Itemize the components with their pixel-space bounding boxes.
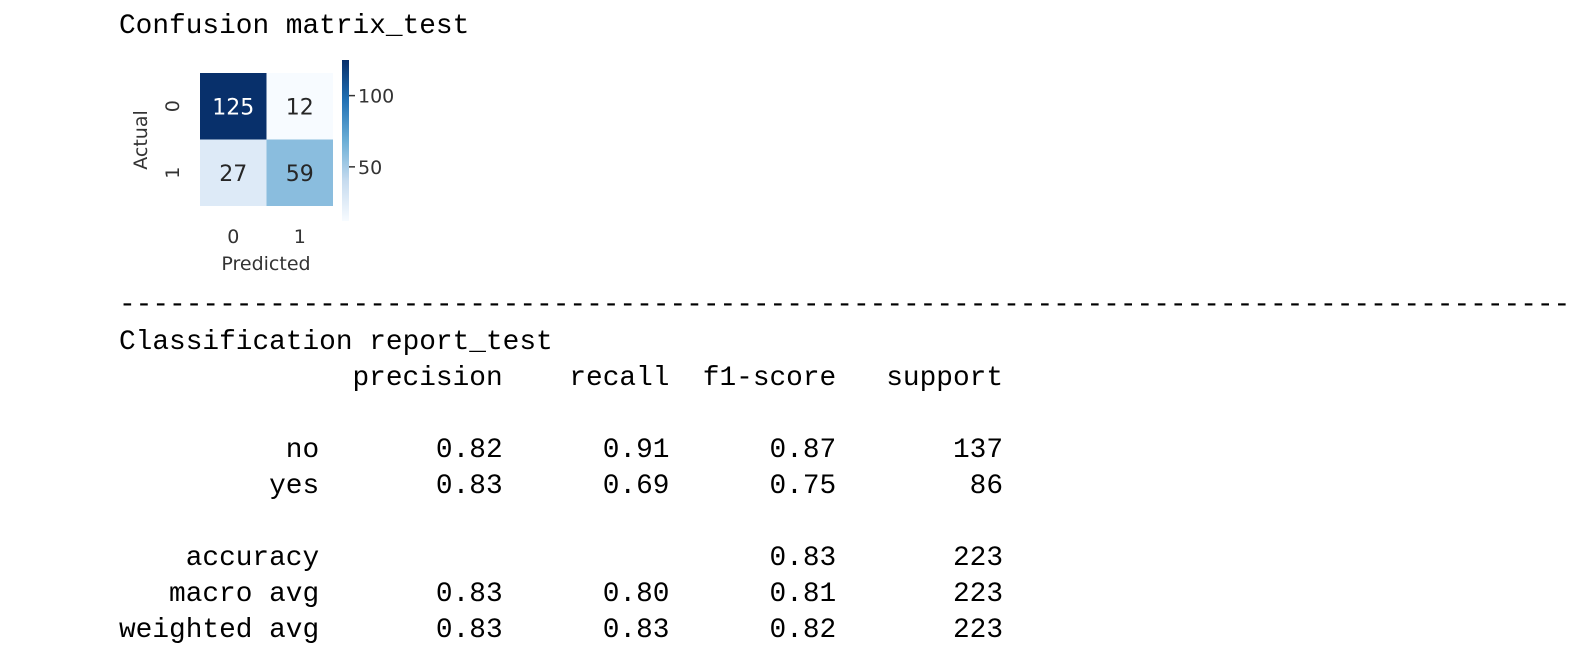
report-cell: 137: [952, 435, 1004, 466]
separator-line: ----------------------------------------…: [119, 290, 1571, 321]
colorbar-tick-label: 50: [358, 157, 382, 179]
report-cell: 0.83: [435, 579, 503, 610]
report-row: no 0.82 0.91 0.87 137: [119, 433, 1003, 469]
x-axis-label: Predicted: [221, 253, 310, 275]
heatmap-annotation: 59: [286, 162, 314, 187]
report-cell: 0.83: [435, 471, 503, 502]
colorbar: [342, 60, 349, 221]
y-tick-label: 1: [162, 167, 184, 179]
report-cell: 0.82: [435, 435, 503, 466]
report-header-support: support: [886, 363, 1004, 394]
report-cell: 223: [952, 543, 1004, 574]
report-header-f1: f1-score: [702, 363, 837, 394]
report-cell: 86: [969, 471, 1004, 502]
report-cell: 0.83: [435, 615, 503, 646]
report-cell: 0.75: [769, 471, 837, 502]
heatmap-cell: [266, 139, 333, 206]
report-cell: 0.87: [769, 435, 837, 466]
heatmap-cell: [200, 73, 267, 140]
report-cell: 0.83: [769, 543, 837, 574]
report-cell: 0.83: [602, 615, 670, 646]
confusion-matrix-heatmap: 125 12 27 59 100 50 0 1 0 1 Predicted Actual: [130, 60, 394, 275]
confusion-matrix-title: Confusion matrix_test: [119, 11, 470, 42]
report-row: macro avg 0.83 0.80 0.81 223: [119, 577, 1003, 613]
classification-report: precision recall f1-score support no 0.82…: [119, 361, 1003, 649]
heatmap-annotation: 12: [286, 95, 314, 120]
y-tick-label: 0: [162, 100, 184, 112]
report-cell: 0.80: [602, 579, 670, 610]
heatmap-annotation: 27: [219, 162, 247, 187]
report-row-label: macro avg: [169, 579, 320, 610]
report-row: weighted avg 0.83 0.83 0.82 223: [119, 613, 1003, 649]
report-cell: 223: [952, 615, 1004, 646]
report-row: accuracy 0.83 223: [119, 541, 1003, 577]
report-cell: 0.81: [769, 579, 837, 610]
report-cell: [319, 541, 502, 577]
report-cell: [503, 541, 670, 577]
report-header-cell: [119, 361, 319, 397]
report-cell: 0.82: [769, 615, 837, 646]
heatmap-cell: [200, 139, 267, 206]
report-row-label: weighted avg: [119, 615, 320, 646]
colorbar-tick-label: 100: [358, 86, 394, 108]
report-header-row: precision recall f1-score support: [119, 361, 1004, 397]
report-header-precision: precision: [352, 363, 503, 394]
heatmap-cell: [266, 73, 333, 140]
report-header-recall: recall: [569, 363, 670, 394]
report-row-label: yes: [269, 471, 320, 502]
report-row-label: no: [285, 435, 320, 466]
x-tick-label: 0: [227, 226, 239, 248]
classification-report-title: Classification report_test: [119, 327, 553, 358]
report-cell: 223: [952, 579, 1004, 610]
x-tick-label: 1: [294, 226, 306, 248]
report-cell: 0.69: [602, 471, 670, 502]
heatmap-annotation: 125: [212, 95, 254, 120]
report-cell: 0.91: [602, 435, 670, 466]
report-row: yes 0.83 0.69 0.75 86: [119, 469, 1003, 505]
y-axis-label: Actual: [130, 110, 152, 170]
report-row-label: accuracy: [185, 543, 320, 574]
